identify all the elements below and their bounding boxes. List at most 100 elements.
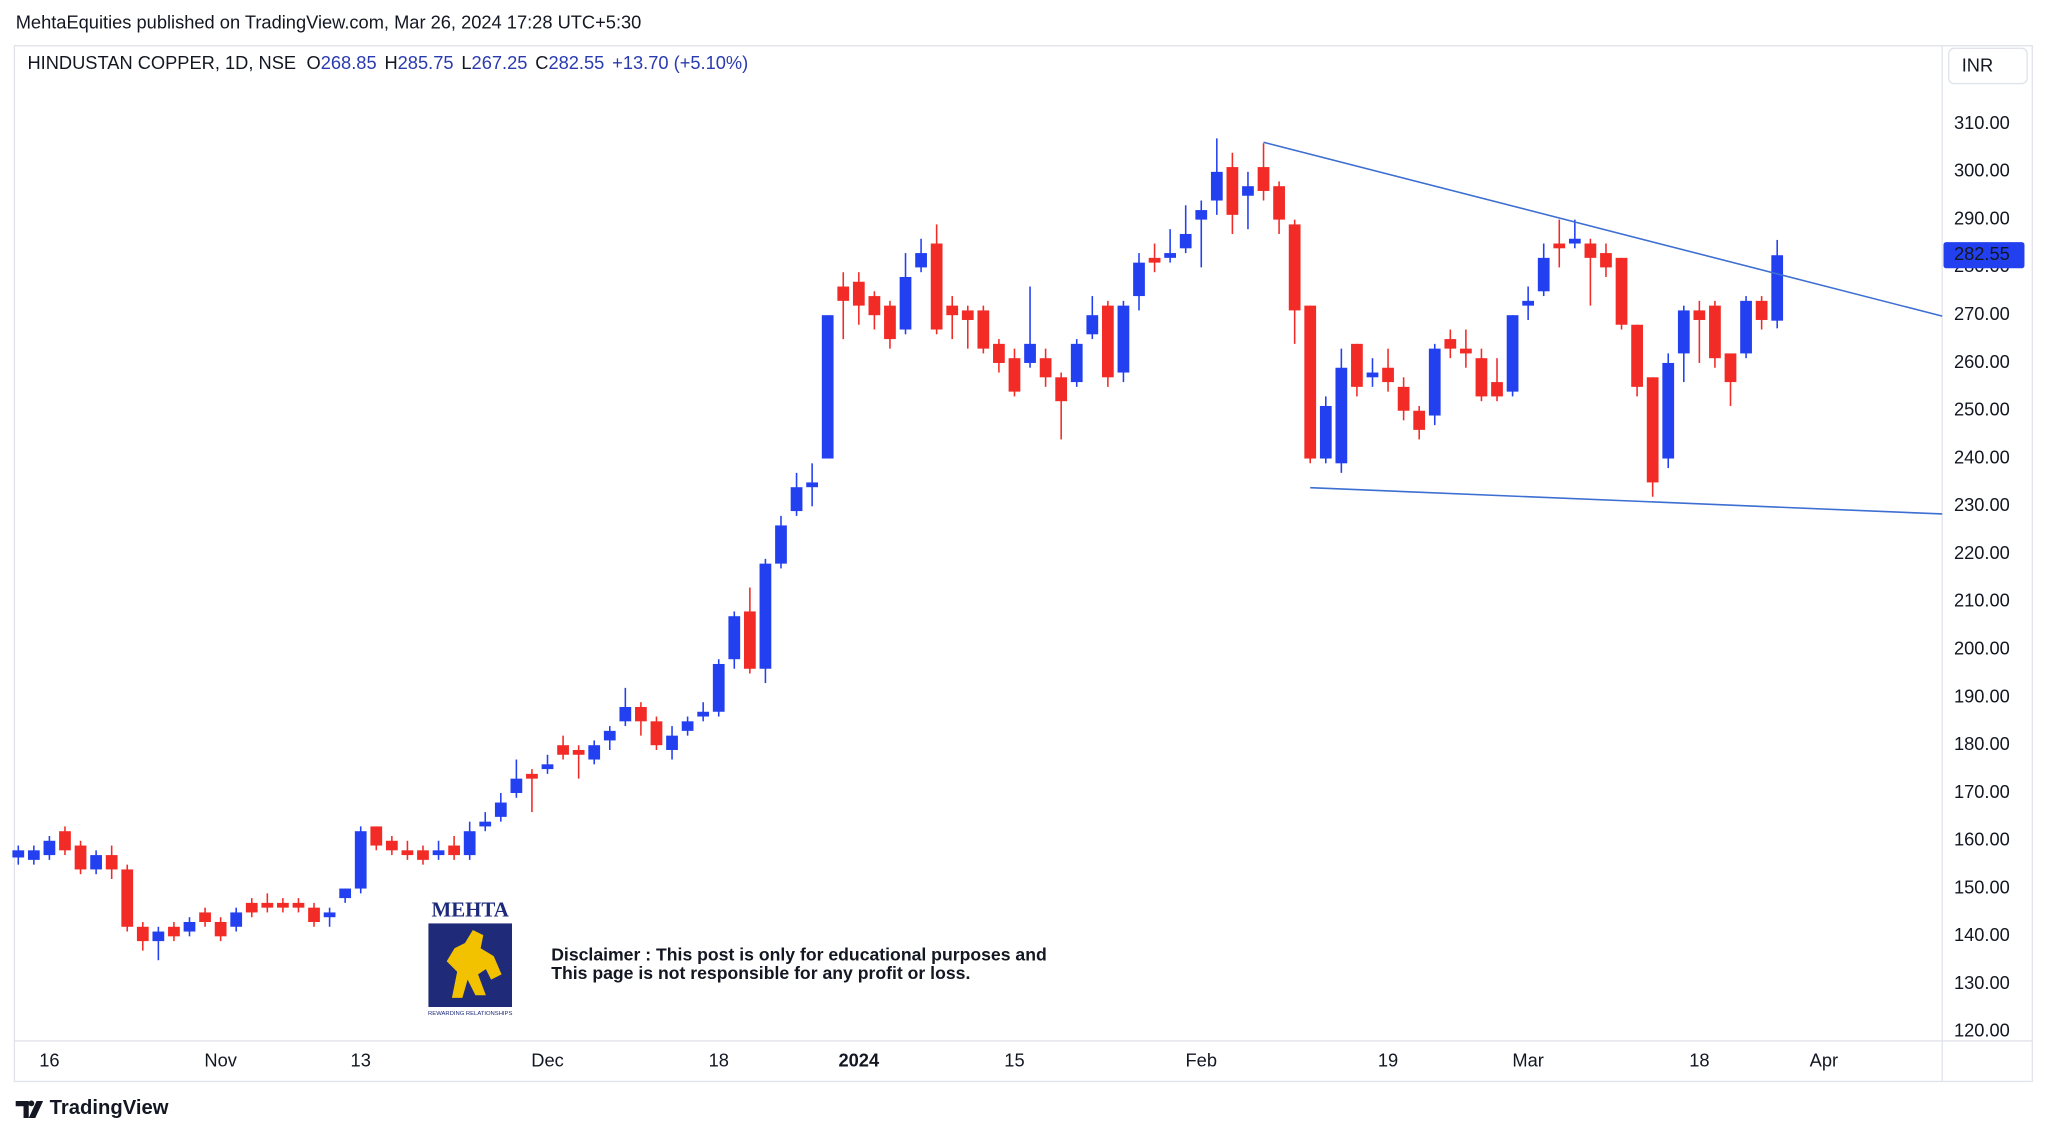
candle-body bbox=[1039, 358, 1052, 378]
candle-body bbox=[292, 902, 305, 908]
candle-body bbox=[1709, 305, 1721, 359]
candle-body bbox=[930, 243, 943, 330]
candle-body bbox=[183, 921, 196, 932]
candle-body bbox=[1195, 210, 1208, 220]
y-tick-label: 120.00 bbox=[1954, 1020, 2010, 1041]
candle-body bbox=[1491, 382, 1503, 397]
candle-body bbox=[494, 802, 507, 817]
plot-area bbox=[12, 138, 1943, 961]
x-tick-label: 2024 bbox=[839, 1050, 880, 1071]
candle-body bbox=[370, 826, 383, 846]
candle-body bbox=[90, 855, 102, 870]
candle-body bbox=[12, 850, 25, 858]
currency-label[interactable]: INR bbox=[1962, 54, 1993, 75]
candle-body bbox=[1148, 257, 1161, 263]
candle-body bbox=[1771, 255, 1784, 321]
candle-body bbox=[1210, 171, 1223, 201]
ohlc-prefix: C bbox=[535, 52, 548, 73]
currency-box[interactable] bbox=[1948, 47, 2028, 85]
candle-body bbox=[837, 286, 850, 301]
candle-body bbox=[1382, 367, 1394, 383]
candle-body bbox=[541, 764, 554, 770]
candle-body bbox=[728, 616, 741, 660]
candle-body bbox=[1257, 167, 1270, 191]
x-tick-label: Mar bbox=[1512, 1050, 1543, 1071]
x-tick-label: Nov bbox=[204, 1050, 237, 1071]
x-tick-label: 15 bbox=[1004, 1050, 1024, 1071]
candle-body bbox=[1242, 186, 1254, 196]
candle-body bbox=[697, 711, 710, 717]
chart-frame bbox=[13, 45, 2033, 1083]
candle-body bbox=[650, 721, 663, 746]
candle-body bbox=[43, 840, 56, 856]
x-tick-label: Apr bbox=[1810, 1050, 1838, 1071]
candle-body bbox=[1444, 339, 1457, 349]
candle-body bbox=[1522, 300, 1535, 306]
candle-body bbox=[417, 850, 429, 860]
candle-body bbox=[479, 821, 492, 827]
y-tick-label: 160.00 bbox=[1954, 829, 2010, 850]
logo-title: MEHTA bbox=[432, 897, 509, 921]
x-tick-label: 13 bbox=[351, 1050, 371, 1071]
candle-body bbox=[1288, 224, 1301, 311]
candle-body bbox=[572, 749, 585, 755]
legend-header: HINDUSTAN COPPER, 1D, NSE O268.85 H285.75 L… bbox=[27, 52, 748, 73]
ohlc-value: 268.85 bbox=[321, 52, 377, 73]
candle-body bbox=[743, 611, 756, 669]
candle-body bbox=[1537, 257, 1550, 292]
candle-body bbox=[1506, 315, 1519, 392]
candle-body bbox=[635, 706, 647, 722]
candle-body bbox=[884, 305, 896, 340]
candle-body bbox=[230, 912, 243, 927]
candle-body bbox=[308, 907, 320, 922]
candle-body bbox=[526, 773, 538, 779]
candle-body bbox=[1397, 386, 1410, 411]
y-tick-label: 190.00 bbox=[1954, 685, 2010, 706]
logo-tagline: REWARDING RELATIONSHIPS bbox=[428, 1011, 512, 1017]
y-tick-label: 250.00 bbox=[1954, 399, 2010, 420]
candle-body bbox=[1413, 410, 1426, 430]
candle-body bbox=[852, 281, 865, 306]
ohlc-prefix: H bbox=[384, 52, 397, 73]
candle-body bbox=[993, 343, 1005, 363]
candle-body bbox=[1568, 238, 1581, 244]
candle-body bbox=[1366, 372, 1379, 378]
candle-body bbox=[74, 845, 87, 870]
y-tick-label: 270.00 bbox=[1954, 303, 2010, 324]
candle-body bbox=[603, 730, 616, 741]
y-tick-label: 170.00 bbox=[1954, 781, 2010, 802]
y-tick-label: 140.00 bbox=[1954, 924, 2010, 945]
candle-body bbox=[961, 310, 974, 320]
candle-body bbox=[915, 253, 927, 268]
candle-body bbox=[946, 305, 959, 316]
candle-body bbox=[261, 902, 274, 908]
candle-body bbox=[1600, 253, 1612, 268]
symbol: HINDUSTAN COPPER, 1D, NSE bbox=[27, 52, 296, 73]
candle-body bbox=[1335, 367, 1348, 464]
trendline bbox=[1310, 486, 1943, 515]
candle-body bbox=[1024, 343, 1036, 363]
candle-body bbox=[1351, 343, 1363, 387]
candle-body bbox=[401, 850, 414, 856]
candle-body bbox=[868, 296, 881, 316]
candle-body bbox=[1179, 233, 1192, 249]
candle-body bbox=[1584, 243, 1597, 258]
y-tick-label: 130.00 bbox=[1954, 972, 2010, 993]
candle-body bbox=[1755, 300, 1768, 320]
candle-body bbox=[510, 778, 523, 793]
ohlc-value: 282.55 bbox=[548, 52, 604, 73]
candle-body bbox=[354, 831, 367, 889]
ohlc-value: 285.75 bbox=[398, 52, 454, 73]
candle-body bbox=[27, 850, 40, 860]
tradingview-logo bbox=[15, 1100, 44, 1119]
x-tick-label: 18 bbox=[1689, 1050, 1709, 1071]
candle-body bbox=[1475, 358, 1488, 397]
ohlc-prefix: L bbox=[461, 52, 471, 73]
candle-body bbox=[1055, 377, 1068, 402]
candle-body bbox=[1428, 348, 1441, 416]
candle-body bbox=[557, 745, 569, 755]
candle-body bbox=[385, 840, 398, 851]
